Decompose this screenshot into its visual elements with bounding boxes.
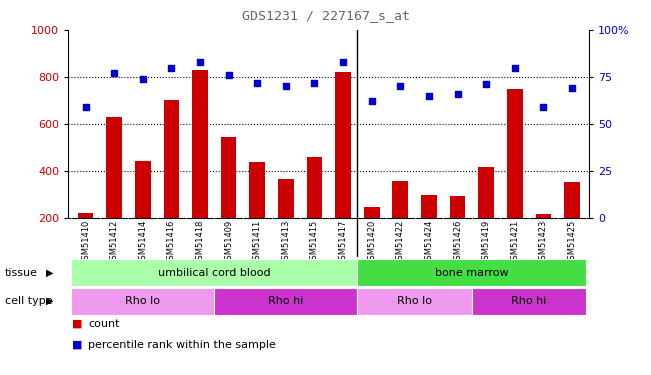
- Bar: [450, 196, 465, 217]
- Bar: [507, 88, 523, 218]
- Point: [452, 91, 463, 97]
- Point: [223, 72, 234, 78]
- Text: GSM51411: GSM51411: [253, 219, 262, 265]
- Bar: [472, 288, 587, 315]
- Bar: [393, 181, 408, 218]
- Bar: [307, 157, 322, 218]
- Bar: [214, 288, 357, 315]
- Text: tissue: tissue: [5, 268, 38, 278]
- Text: GSM51426: GSM51426: [453, 219, 462, 265]
- Text: GSM51424: GSM51424: [424, 219, 434, 265]
- Bar: [564, 182, 580, 218]
- Text: GSM51409: GSM51409: [224, 219, 233, 265]
- Bar: [135, 161, 150, 218]
- Bar: [335, 72, 351, 217]
- Bar: [357, 259, 587, 286]
- Point: [195, 59, 205, 65]
- Bar: [71, 288, 214, 315]
- Point: [481, 81, 492, 87]
- Text: GDS1231 / 227167_s_at: GDS1231 / 227167_s_at: [242, 9, 409, 22]
- Bar: [106, 117, 122, 218]
- Bar: [357, 288, 472, 315]
- Point: [309, 80, 320, 86]
- Text: GSM51419: GSM51419: [482, 219, 491, 265]
- Text: GSM51420: GSM51420: [367, 219, 376, 265]
- Bar: [478, 167, 494, 217]
- Bar: [192, 70, 208, 217]
- Point: [567, 85, 577, 91]
- Text: ■: ■: [72, 340, 82, 350]
- Bar: [364, 207, 380, 218]
- Text: umbilical cord blood: umbilical cord blood: [158, 268, 271, 278]
- Text: Rho hi: Rho hi: [268, 296, 303, 306]
- Bar: [421, 195, 437, 217]
- Text: ▶: ▶: [46, 268, 53, 278]
- Text: GSM51410: GSM51410: [81, 219, 90, 265]
- Point: [80, 104, 90, 110]
- Text: GSM51417: GSM51417: [339, 219, 348, 265]
- Text: ▶: ▶: [46, 296, 53, 306]
- Text: cell type: cell type: [5, 296, 53, 306]
- Bar: [278, 179, 294, 218]
- Text: GSM51416: GSM51416: [167, 219, 176, 265]
- Point: [367, 98, 377, 104]
- Text: GSM51421: GSM51421: [510, 219, 519, 265]
- Text: GSM51422: GSM51422: [396, 219, 405, 265]
- Text: GSM51412: GSM51412: [109, 219, 118, 265]
- Text: GSM51413: GSM51413: [281, 219, 290, 265]
- Point: [281, 83, 291, 89]
- Text: GSM51415: GSM51415: [310, 219, 319, 265]
- Text: Rho lo: Rho lo: [397, 296, 432, 306]
- Text: Rho hi: Rho hi: [512, 296, 547, 306]
- Point: [137, 76, 148, 82]
- Point: [424, 93, 434, 99]
- Bar: [77, 213, 93, 217]
- Text: bone marrow: bone marrow: [435, 268, 508, 278]
- Text: GSM51418: GSM51418: [195, 219, 204, 265]
- Text: ■: ■: [72, 319, 82, 329]
- Point: [252, 80, 262, 86]
- Bar: [221, 136, 236, 218]
- Point: [166, 64, 176, 70]
- Bar: [163, 100, 179, 218]
- Bar: [71, 259, 357, 286]
- Text: count: count: [88, 319, 119, 329]
- Point: [338, 59, 348, 65]
- Point: [538, 104, 549, 110]
- Point: [395, 83, 406, 89]
- Text: percentile rank within the sample: percentile rank within the sample: [88, 340, 276, 350]
- Bar: [249, 162, 265, 218]
- Point: [510, 64, 520, 70]
- Text: GSM51423: GSM51423: [539, 219, 548, 265]
- Text: GSM51414: GSM51414: [138, 219, 147, 265]
- Bar: [536, 214, 551, 217]
- Text: Rho lo: Rho lo: [125, 296, 160, 306]
- Text: GSM51425: GSM51425: [568, 219, 577, 265]
- Point: [109, 70, 119, 76]
